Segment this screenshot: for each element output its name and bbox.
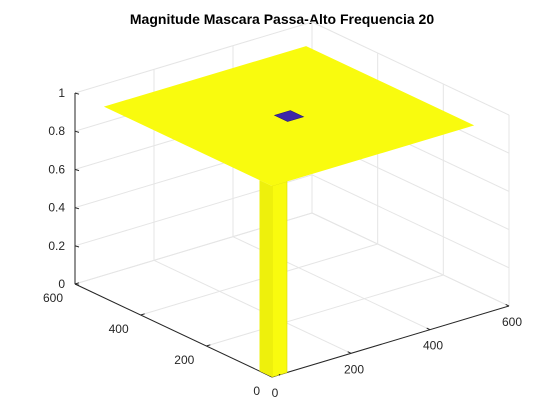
surface-stop-region <box>273 110 305 122</box>
z-tick-mark <box>74 245 80 248</box>
floor-gridline-x <box>153 259 352 354</box>
surface-leg-front <box>271 181 288 378</box>
y-tick-label: 600 <box>43 291 63 305</box>
z-tick-mark <box>74 207 80 210</box>
z-tick-label: 0.2 <box>48 239 65 253</box>
sidewall-gridline-z <box>311 21 510 116</box>
y-tick-mark <box>206 344 211 347</box>
surface-layer <box>103 46 475 378</box>
z-tick-label: 0.6 <box>48 162 65 176</box>
floor-gridline-y <box>140 243 378 316</box>
z-tick-label: 1 <box>58 86 65 100</box>
z-tick-label: 0.4 <box>48 201 65 215</box>
y-axis-line <box>74 283 273 378</box>
y-tick-label: 0 <box>253 384 260 398</box>
x-tick-mark <box>426 327 431 331</box>
floor-gridline-y <box>206 274 444 347</box>
x-tick-label: 400 <box>423 339 443 353</box>
z-tick-mark <box>74 283 80 286</box>
y-tick-label: 200 <box>174 353 194 367</box>
surface-leg-base-dot <box>278 373 281 376</box>
z-tick-label: 0.8 <box>48 124 65 138</box>
sidewall-gridline-z <box>311 174 510 269</box>
y-tick-mark <box>140 313 145 316</box>
x-tick-mark <box>505 303 510 307</box>
x-tick-label: 200 <box>344 362 364 376</box>
z-tick-mark <box>74 130 80 133</box>
x-axis-line <box>271 305 510 378</box>
y-tick-label: 400 <box>109 322 129 336</box>
backwall-gridline-z <box>74 21 313 94</box>
z-tick-mark <box>74 168 80 172</box>
z-tick-mark <box>74 92 80 95</box>
x-tick-label: 600 <box>502 315 522 329</box>
x-tick-mark <box>347 351 352 354</box>
chart-title: Magnitude Mascara Passa-Alto Frequencia … <box>130 11 434 27</box>
x-tick-label: 0 <box>272 386 279 400</box>
sidewall-gridline-z <box>311 212 510 307</box>
surface-leg-side <box>259 180 272 377</box>
z-tick-label: 0 <box>58 277 65 291</box>
